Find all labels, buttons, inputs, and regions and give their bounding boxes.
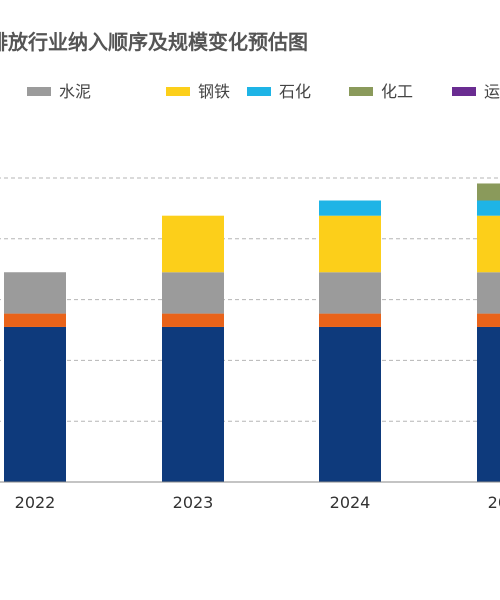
bar-segment-series-3-2023: [162, 215, 224, 273]
bar-segment-series-5-2025: [477, 183, 500, 201]
bar-segment-series-2-2025: [477, 272, 500, 314]
bar-segment-base-series-0-2023: [162, 326, 224, 482]
bar-segment-base-series-1-2022: [4, 313, 66, 327]
legend-label: 石化: [279, 82, 311, 101]
x-tick-label: 2022: [15, 493, 56, 512]
legend-swatch: [452, 87, 476, 96]
chart-title: 排放行业纳入顺序及规模变化预估图: [0, 30, 308, 54]
bar-segment-base-series-1-2024: [319, 313, 381, 327]
bar-segment-series-3-2024: [319, 215, 381, 273]
bar-segment-series-4-2025: [477, 200, 500, 216]
bar-segment-series-2-2023: [162, 272, 224, 314]
bar-segment-series-2-2022: [4, 272, 66, 314]
legend-label: 水泥: [59, 82, 91, 101]
legend-swatch: [247, 87, 271, 96]
legend-swatch: [349, 87, 373, 96]
bar-segment-base-series-1-2023: [162, 313, 224, 327]
gridlines: [0, 177, 500, 422]
bars: [4, 183, 500, 482]
bar-segment-base-series-1-2025: [477, 313, 500, 327]
bar-segment-base-series-0-2024: [319, 326, 381, 482]
legend-label: 运: [484, 82, 500, 101]
x-tick-label: 2024: [330, 493, 371, 512]
bar-segment-base-series-0-2025: [477, 326, 500, 482]
x-tick-label: 2025: [488, 493, 500, 512]
x-tick-label: 2023: [173, 493, 214, 512]
legend-label: 化工: [381, 82, 413, 101]
legend: 水泥 钢铁 石化 化工 运: [27, 82, 500, 101]
bar-segment-base-series-0-2022: [4, 326, 66, 482]
legend-swatch: [166, 87, 190, 96]
bar-segment-series-3-2025: [477, 215, 500, 273]
bar-segment-series-2-2024: [319, 272, 381, 314]
x-axis: 2022 2023 2024 2025: [0, 481, 500, 512]
legend-swatch: [27, 87, 51, 96]
legend-label: 钢铁: [198, 82, 230, 101]
bar-segment-series-4-2024: [319, 200, 381, 216]
